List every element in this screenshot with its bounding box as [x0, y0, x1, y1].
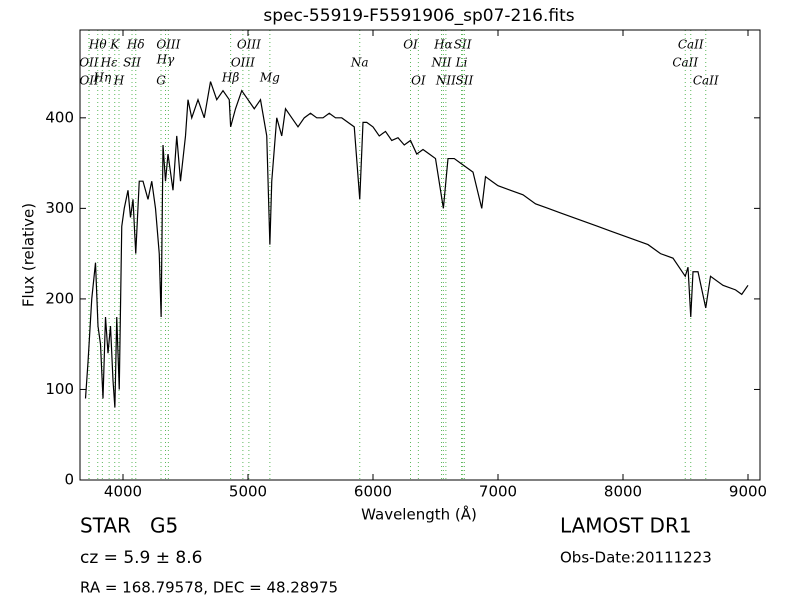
- spectral-line-label: Hη: [93, 71, 112, 85]
- x-tick-label: 5000: [229, 483, 267, 501]
- spectral-line-label: SII: [123, 56, 141, 70]
- plot-frame: [79, 29, 761, 481]
- spectral-line-label: G: [156, 74, 166, 88]
- x-tick-label: 8000: [604, 483, 642, 501]
- spectral-line-label: Mg: [259, 71, 280, 85]
- x-tick-label: 9000: [729, 483, 767, 501]
- annotation: RA = 168.79578, DEC = 48.28975: [80, 579, 338, 597]
- x-tick-label: 6000: [354, 483, 392, 501]
- spectral-line-label: Hγ: [156, 53, 175, 67]
- spectral-line-label: Li: [455, 56, 468, 70]
- spectral-line-label: K: [109, 38, 120, 52]
- spectral-line-label: NII: [435, 74, 456, 88]
- spectral-line-label: CaII: [693, 74, 719, 88]
- spectral-line-label: CaII: [672, 56, 698, 70]
- spectral-line-label: Hδ: [126, 38, 145, 52]
- spectral-line-label: OIII: [156, 38, 180, 52]
- annotation: cz = 5.9 ± 8.6: [80, 548, 202, 568]
- spectral-line-label: NII: [431, 56, 452, 70]
- spectral-line-label: Hθ: [88, 38, 107, 52]
- spectral-line-label: H: [113, 74, 125, 88]
- y-tick-label: 100: [45, 380, 74, 398]
- x-axis-label: Wavelength (Å): [361, 505, 477, 524]
- spectral-line-label: Hα: [433, 38, 453, 52]
- spectral-line-label: SII: [456, 74, 474, 88]
- spectral-line-label: CaII: [678, 38, 704, 52]
- spectral-line-label: OIII: [231, 56, 255, 70]
- y-axis-label: Flux (relative): [20, 203, 38, 307]
- spectral-line-label: Hβ: [221, 71, 239, 85]
- y-tick-label: 400: [45, 108, 74, 126]
- chart-title: spec-55919-F5591906_sp07-216.fits: [263, 6, 574, 26]
- annotation: STAR G5: [80, 514, 178, 538]
- y-tick-label: 0: [64, 471, 74, 489]
- x-tick-label: 4000: [104, 483, 142, 501]
- spectral-line-label: OII: [79, 74, 99, 88]
- annotation: Obs-Date:20111223: [560, 549, 712, 567]
- spectral-line-label: OIII: [237, 38, 261, 52]
- y-tick-label: 300: [45, 199, 74, 217]
- spectral-line-label: OI: [403, 38, 418, 52]
- spectrum-line: [84, 81, 749, 408]
- x-tick-label: 7000: [479, 483, 517, 501]
- y-tick-label: 200: [45, 289, 74, 307]
- spectral-line-label: Na: [350, 56, 369, 70]
- spectral-line-label: SII: [454, 38, 472, 52]
- annotation: LAMOST DR1: [560, 514, 692, 538]
- spectral-line-label: Hε: [100, 56, 118, 70]
- spectral-line-label: OI: [411, 74, 426, 88]
